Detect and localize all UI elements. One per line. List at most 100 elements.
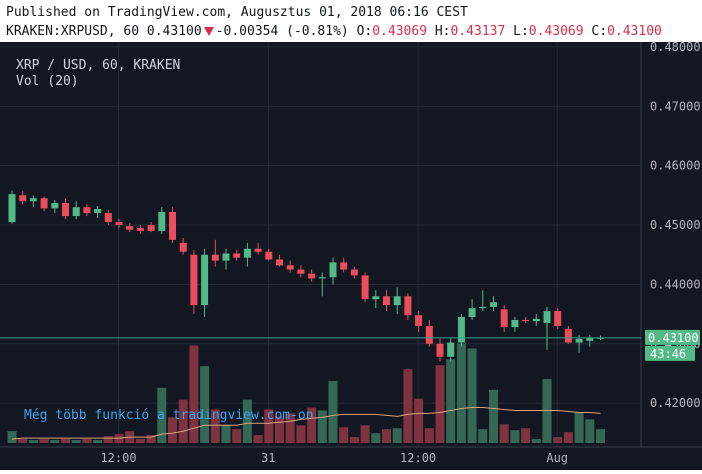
- volume-bar: [157, 387, 167, 443]
- volume-bar: [28, 440, 38, 443]
- last-price-badge-text: 0.43100: [648, 331, 699, 345]
- candle-body: [564, 328, 572, 343]
- volume-bar: [371, 433, 381, 443]
- volume-bar: [103, 436, 113, 443]
- candle-body: [436, 343, 444, 357]
- candle-body: [136, 227, 144, 231]
- volume-bar: [93, 440, 103, 443]
- volume-bar: [285, 413, 295, 443]
- candle-body: [372, 296, 380, 300]
- low-label: L:: [513, 24, 529, 39]
- high-label: H:: [434, 24, 451, 39]
- volume-bar: [360, 425, 370, 443]
- candle-body: [243, 248, 251, 258]
- candle-body: [457, 317, 465, 343]
- volume-bar: [307, 407, 317, 443]
- volume-bar: [71, 440, 81, 443]
- candle-body: [393, 296, 401, 306]
- candle-body: [532, 318, 540, 322]
- candle-body: [286, 265, 294, 270]
- volume-bar: [50, 440, 60, 443]
- time-tick-label: 12:00: [100, 451, 136, 465]
- volume-bar: [585, 419, 595, 443]
- volume-bar: [253, 435, 263, 443]
- price-tick-label: 0.47000: [650, 99, 701, 113]
- volume-bar: [200, 366, 210, 443]
- volume-bar: [510, 430, 520, 443]
- volume-bar: [531, 439, 541, 443]
- published-line: Published on TradingView.com, Augusztus …: [6, 5, 468, 20]
- tradingview-watermark-link[interactable]: Még több funkció a tradingview.com-on: [24, 408, 314, 423]
- candle-body: [94, 208, 102, 214]
- ohlc-line: KRAKEN:XRPUSD, 60 0.43100 -0.00354 (-0.81…: [6, 22, 696, 41]
- chart-container[interactable]: 0.480000.470000.460000.450000.440000.430…: [0, 40, 702, 470]
- volume-bar: [296, 425, 306, 443]
- grid-lines: [0, 42, 641, 447]
- volume-bar: [82, 439, 92, 443]
- candle-body: [425, 325, 433, 344]
- volume-bar: [414, 398, 424, 443]
- volume-bar: [339, 427, 349, 443]
- time-tick-label: 31: [261, 451, 275, 465]
- volume-bar: [264, 409, 274, 443]
- candle-body: [254, 248, 262, 252]
- candle-body: [29, 198, 37, 202]
- candle-body: [40, 198, 48, 209]
- volume-bar: [499, 424, 509, 443]
- candle-body: [115, 222, 123, 225]
- candle-body: [297, 269, 305, 274]
- candle-body: [19, 195, 27, 202]
- candle-body: [62, 203, 69, 217]
- volume-bar: [424, 428, 434, 443]
- time-tick-label: 12:00: [400, 451, 436, 465]
- candle-body: [350, 269, 358, 276]
- candle-body: [83, 207, 91, 214]
- candles: [8, 190, 604, 362]
- volume-bar: [189, 345, 199, 443]
- volume-bar: [392, 428, 402, 443]
- candle-body: [72, 207, 80, 217]
- volume-bar: [328, 380, 338, 443]
- open-label: O:: [356, 24, 373, 39]
- candle-body: [222, 253, 230, 261]
- candle-body: [201, 254, 209, 306]
- volume-bar: [446, 359, 456, 443]
- volume-bar: [146, 435, 156, 443]
- down-arrow-icon: [203, 27, 214, 36]
- volume-bar: [467, 348, 477, 443]
- candle-body: [126, 226, 134, 230]
- volume-bar: [232, 429, 242, 443]
- candle-body: [415, 315, 423, 326]
- volume-bar: [7, 431, 17, 443]
- volume-ma-line: [11, 407, 601, 440]
- volume-bar: [18, 439, 28, 443]
- volume-bar: [178, 399, 188, 443]
- volume-bar: [210, 409, 220, 443]
- price-chart[interactable]: 0.480000.470000.460000.450000.440000.430…: [0, 40, 702, 470]
- volume-bar: [435, 365, 445, 443]
- time-tick-label: Aug: [546, 451, 568, 465]
- price-tick-label: 0.42000: [650, 396, 701, 410]
- volume-bar: [403, 369, 413, 443]
- volume-bar: [349, 437, 359, 443]
- volume-bar: [563, 432, 573, 443]
- chart-header: Published on TradingView.com, Augusztus …: [6, 3, 696, 41]
- price-tick-label: 0.48000: [650, 42, 701, 54]
- candle-body: [479, 306, 487, 309]
- candle-body: [276, 259, 283, 266]
- candle-body: [447, 342, 455, 357]
- candle-body: [543, 311, 551, 323]
- last-price: 0.43100: [146, 24, 202, 39]
- candle-body: [158, 211, 166, 231]
- legend-volume: Vol (20): [16, 74, 79, 89]
- countdown-badge-text: 43:46: [650, 347, 686, 361]
- volume-bar: [317, 410, 327, 443]
- candle-body: [308, 273, 316, 279]
- volume-bar: [489, 389, 498, 443]
- volume-bar: [574, 412, 584, 443]
- candle-body: [179, 242, 187, 252]
- price-axis[interactable]: 0.480000.470000.460000.450000.440000.430…: [650, 40, 701, 410]
- time-axis[interactable]: 12:00 31 12:00 Aug: [100, 451, 568, 465]
- candle-body: [147, 225, 155, 231]
- candle-body: [490, 302, 497, 307]
